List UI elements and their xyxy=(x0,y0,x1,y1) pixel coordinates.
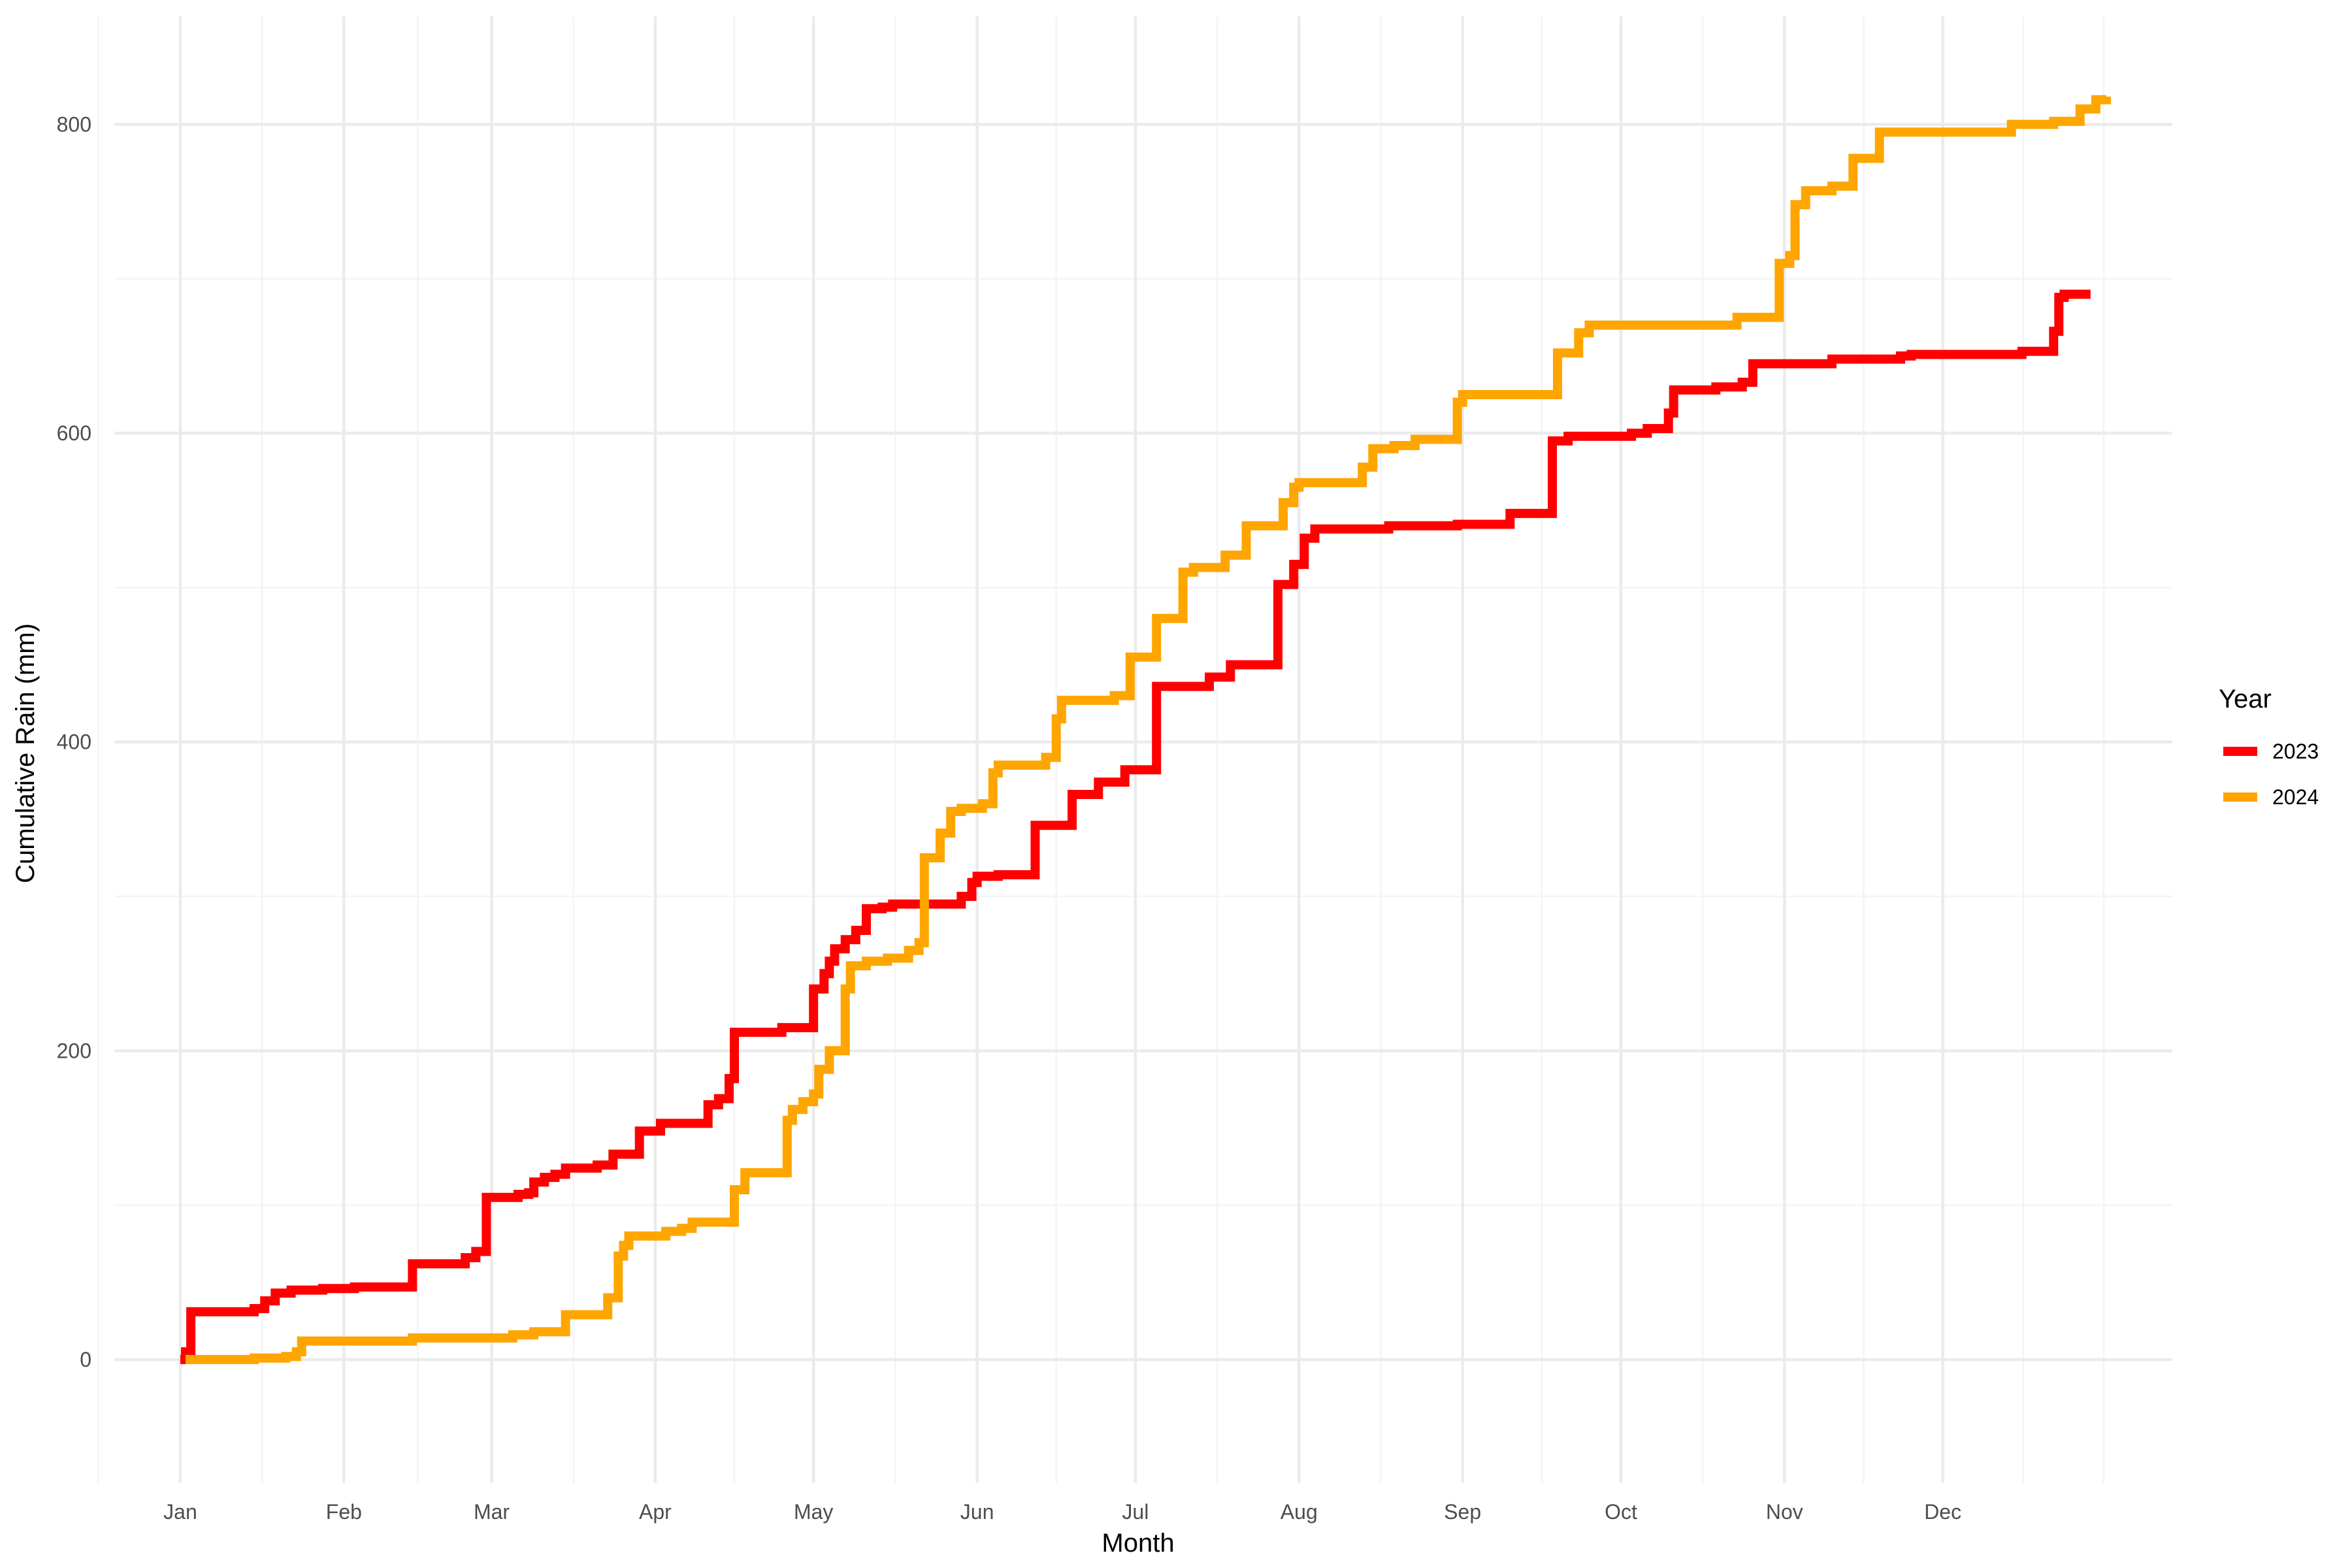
x-tick-label: Sep xyxy=(1444,1500,1481,1524)
x-axis-title: Month xyxy=(1102,1529,1174,1558)
x-tick-label: Oct xyxy=(1605,1500,1637,1524)
x-tick-label: Jun xyxy=(960,1500,994,1524)
y-tick-label: 200 xyxy=(57,1039,91,1062)
y-tick-label: 800 xyxy=(57,112,91,136)
x-tick-label: May xyxy=(794,1500,833,1524)
series-line-2024 xyxy=(186,95,2111,1364)
x-tick-label: Feb xyxy=(326,1500,362,1524)
y-tick-labels: 0 200 400 600 800 xyxy=(57,112,91,1371)
y-tick-label: 600 xyxy=(57,421,91,445)
y-tick-label: 400 xyxy=(57,730,91,754)
y-tick-label: 0 xyxy=(80,1348,91,1371)
x-tick-label: Jul xyxy=(1122,1500,1149,1524)
series-group xyxy=(180,95,2111,1364)
x-tick-label: Nov xyxy=(1766,1500,1803,1524)
y-axis-title: Cumulative Rain (mm) xyxy=(11,623,40,883)
legend: Year 2023 2024 xyxy=(2219,685,2319,809)
x-tick-label: Apr xyxy=(639,1500,672,1524)
legend-label-2024: 2024 xyxy=(2272,785,2319,809)
x-tick-labels: Jan Feb Mar Apr May Jun Jul Aug Sep Oct Nov Dec xyxy=(163,1500,1961,1524)
series-line-2023 xyxy=(180,289,2091,1364)
x-tick-label: Aug xyxy=(1281,1500,1318,1524)
grid xyxy=(97,16,2172,1483)
legend-title: Year xyxy=(2219,685,2272,713)
x-tick-label: Mar xyxy=(474,1500,510,1524)
x-tick-label: Dec xyxy=(1924,1500,1961,1524)
legend-label-2023: 2023 xyxy=(2272,740,2319,763)
x-tick-label: Jan xyxy=(163,1500,197,1524)
